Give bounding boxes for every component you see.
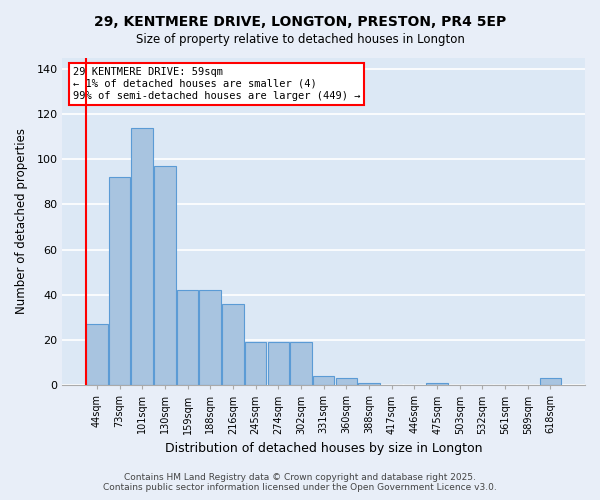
X-axis label: Distribution of detached houses by size in Longton: Distribution of detached houses by size … (165, 442, 482, 455)
Bar (539, 378, 561, 386)
Bar (358, 383, 380, 386)
Bar (335, 378, 357, 386)
Bar (86, 324, 107, 386)
Bar (245, 342, 266, 386)
Y-axis label: Number of detached properties: Number of detached properties (15, 128, 28, 314)
Text: 29, KENTMERE DRIVE, LONGTON, PRESTON, PR4 5EP: 29, KENTMERE DRIVE, LONGTON, PRESTON, PR… (94, 15, 506, 29)
Bar (290, 342, 312, 386)
Bar (177, 290, 199, 386)
Bar (154, 166, 176, 386)
Bar (109, 178, 130, 386)
Bar (131, 128, 153, 386)
Bar (426, 383, 448, 386)
Bar (199, 290, 221, 386)
Text: Contains HM Land Registry data © Crown copyright and database right 2025.
Contai: Contains HM Land Registry data © Crown c… (103, 473, 497, 492)
Text: 29 KENTMERE DRIVE: 59sqm
← 1% of detached houses are smaller (4)
99% of semi-det: 29 KENTMERE DRIVE: 59sqm ← 1% of detache… (73, 68, 360, 100)
Text: Size of property relative to detached houses in Longton: Size of property relative to detached ho… (136, 32, 464, 46)
Bar (313, 376, 334, 386)
Bar (268, 342, 289, 386)
Bar (222, 304, 244, 386)
